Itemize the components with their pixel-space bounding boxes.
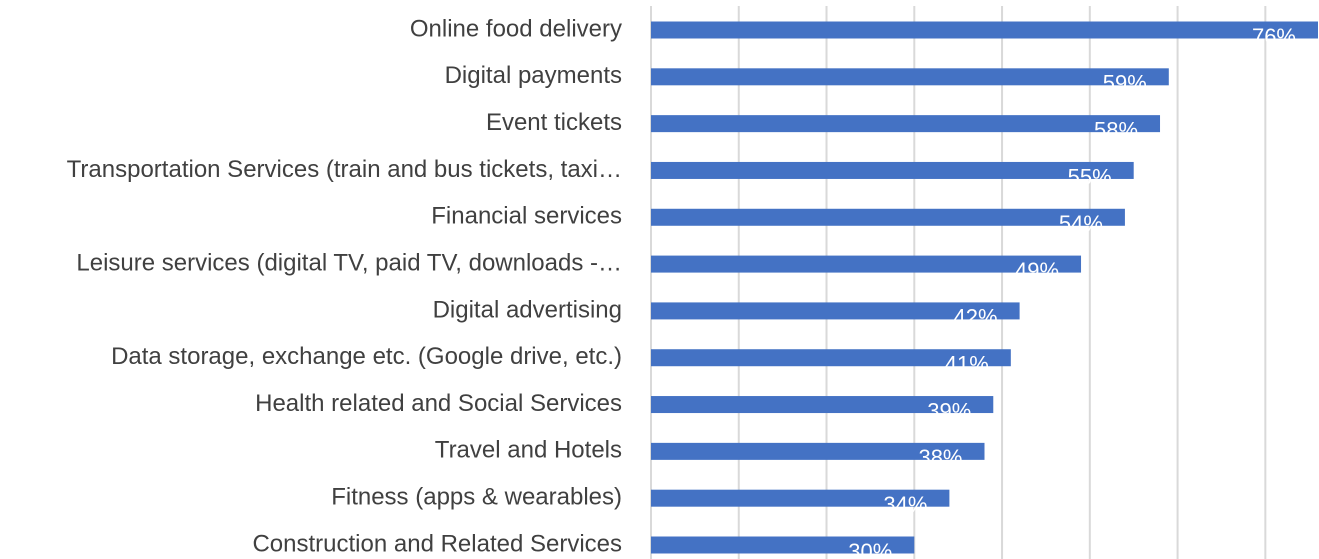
bar xyxy=(651,349,1011,367)
y-tick-label: Fitness (apps & wearables) xyxy=(331,484,622,511)
y-tick-label: Construction and Related Services xyxy=(252,530,622,557)
data-label: 30% xyxy=(848,539,892,559)
bar xyxy=(651,208,1125,226)
y-tick-label: Digital payments xyxy=(445,62,622,89)
data-label: 38% xyxy=(918,445,962,470)
y-tick-label: Leisure services (digital TV, paid TV, d… xyxy=(76,249,622,276)
y-tick-label: Event tickets xyxy=(486,109,622,136)
bar xyxy=(651,442,985,460)
data-label: 49% xyxy=(1015,258,1059,283)
data-label: 39% xyxy=(927,398,971,423)
y-tick-label: Online food delivery xyxy=(410,15,622,42)
data-label: 55% xyxy=(1068,164,1112,189)
y-tick-label: Transportation Services (train and bus t… xyxy=(67,156,622,183)
y-tick-label: Digital advertising xyxy=(433,296,622,323)
bar xyxy=(651,115,1161,133)
y-tick-label: Financial services xyxy=(431,203,622,230)
bar xyxy=(651,255,1082,273)
y-tick-label: Health related and Social Services xyxy=(255,390,622,417)
data-label: 59% xyxy=(1103,71,1147,96)
bar xyxy=(651,489,950,507)
data-label: 41% xyxy=(945,352,989,377)
bar xyxy=(651,68,1169,86)
bar xyxy=(651,21,1318,39)
data-label: 58% xyxy=(1094,117,1138,142)
bar xyxy=(651,302,1020,320)
bar xyxy=(651,536,915,554)
bar xyxy=(651,161,1134,179)
y-tick-label: Data storage, exchange etc. (Google driv… xyxy=(111,343,622,370)
data-label: 34% xyxy=(883,492,927,517)
data-label: 42% xyxy=(954,305,998,330)
bar xyxy=(651,396,994,414)
data-label: 54% xyxy=(1059,211,1103,236)
y-tick-label: Travel and Hotels xyxy=(435,437,622,464)
data-label: 76% xyxy=(1252,24,1296,49)
